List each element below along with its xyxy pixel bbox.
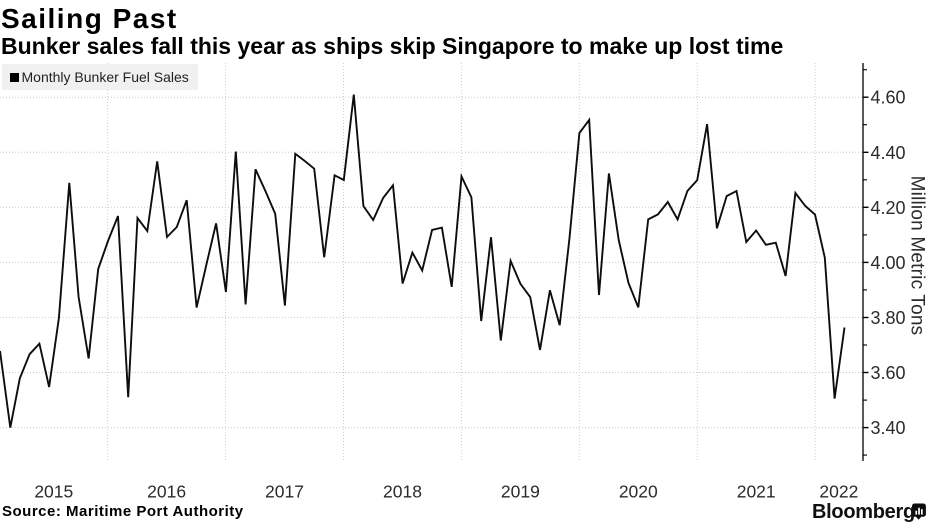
svg-text:4.00: 4.00 (871, 253, 906, 273)
svg-text:2022: 2022 (819, 482, 858, 502)
svg-text:2017: 2017 (265, 482, 304, 502)
svg-text:2020: 2020 (619, 482, 658, 502)
svg-text:2016: 2016 (147, 482, 186, 502)
svg-text:2019: 2019 (501, 482, 540, 502)
svg-text:2021: 2021 (737, 482, 776, 502)
svg-text:2015: 2015 (34, 482, 73, 502)
svg-text:3.40: 3.40 (871, 418, 906, 438)
svg-text:3.60: 3.60 (871, 363, 906, 383)
svg-text:4.60: 4.60 (871, 88, 906, 108)
svg-text:Million Metric Tons: Million Metric Tons (907, 176, 928, 336)
svg-text:3.80: 3.80 (871, 308, 906, 328)
svg-text:2018: 2018 (383, 482, 422, 502)
svg-text:4.40: 4.40 (871, 143, 906, 163)
svg-text:4.20: 4.20 (871, 198, 906, 218)
